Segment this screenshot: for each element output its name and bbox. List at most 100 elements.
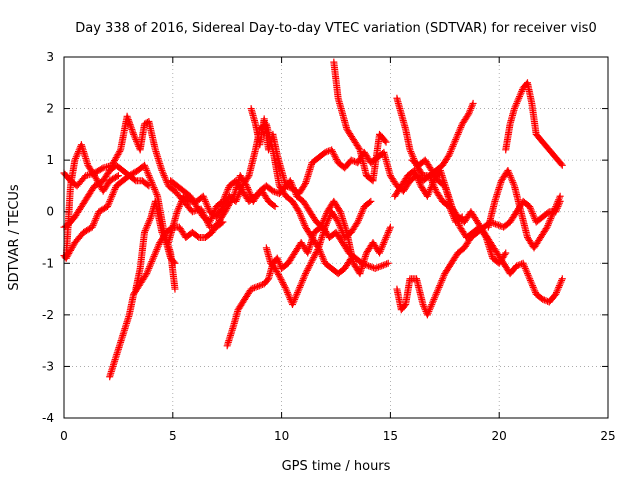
data-point xyxy=(299,275,307,283)
data-point xyxy=(359,206,367,214)
data-point xyxy=(328,146,336,154)
y-axis-label: SDTVAR / TECUs xyxy=(7,184,22,291)
series-sat-c xyxy=(60,141,122,262)
data-point xyxy=(366,198,374,206)
data-point xyxy=(202,199,210,207)
plot-frame xyxy=(63,56,609,419)
data-point xyxy=(104,201,112,209)
data-point xyxy=(527,278,535,286)
data-point xyxy=(425,189,433,197)
data-point xyxy=(313,247,321,255)
data-point xyxy=(360,260,368,268)
data-point xyxy=(542,225,550,233)
series-sat-f xyxy=(132,197,179,293)
data-point xyxy=(220,196,228,204)
data-point xyxy=(269,187,277,195)
x-tick-label: 20 xyxy=(492,429,507,443)
data-point xyxy=(557,278,565,286)
data-point xyxy=(306,260,314,268)
data-point xyxy=(305,263,313,271)
data-point xyxy=(222,191,230,199)
data-point xyxy=(152,247,160,255)
data-point xyxy=(149,254,157,262)
data-point xyxy=(336,221,344,229)
data-point xyxy=(530,213,538,221)
data-point xyxy=(311,250,319,258)
data-point xyxy=(511,103,519,111)
chart-title: Day 338 of 2016, Sidereal Day-to-day VTE… xyxy=(75,21,596,36)
data-point xyxy=(92,215,100,223)
x-tick-labels: 0 5 10 15 20 25 xyxy=(60,429,615,443)
data-point xyxy=(530,285,538,293)
data-point xyxy=(384,228,392,236)
data-point xyxy=(148,178,156,186)
data-point xyxy=(354,218,362,226)
data-point xyxy=(357,211,365,219)
data-point xyxy=(143,166,151,174)
data-point xyxy=(71,156,79,164)
data-point xyxy=(468,101,476,109)
data-point xyxy=(509,178,517,186)
data-point xyxy=(546,216,554,224)
data-point xyxy=(176,201,184,209)
data-point xyxy=(90,220,98,228)
data-point xyxy=(194,232,202,240)
data-point xyxy=(271,203,279,211)
data-point xyxy=(291,189,299,197)
data-point xyxy=(276,274,284,282)
data-point xyxy=(376,249,384,257)
data-point xyxy=(383,230,391,238)
data-point xyxy=(72,153,80,161)
data-point xyxy=(203,201,211,209)
data-point xyxy=(553,289,561,297)
data-point xyxy=(544,221,552,229)
data-point xyxy=(171,285,179,293)
data-point xyxy=(293,290,301,298)
data-point xyxy=(528,208,536,216)
data-point xyxy=(210,208,218,216)
data-point xyxy=(510,180,518,188)
data-point xyxy=(455,127,463,135)
data-point xyxy=(151,185,159,193)
data-point xyxy=(281,283,289,291)
data-point xyxy=(246,189,254,197)
data-point xyxy=(275,271,283,279)
data-point xyxy=(200,194,208,202)
data-point xyxy=(199,192,207,200)
data-point xyxy=(132,136,140,144)
data-point xyxy=(311,252,319,260)
data-point xyxy=(455,220,463,228)
data-point xyxy=(445,151,453,159)
data-point xyxy=(431,292,439,300)
data-point xyxy=(285,292,293,300)
data-point xyxy=(150,184,158,192)
data-point xyxy=(155,240,163,248)
y-tick-label: -3 xyxy=(42,359,54,373)
data-point xyxy=(357,258,365,266)
data-point xyxy=(516,93,524,101)
data-point xyxy=(384,259,392,267)
y-tick-label: 2 xyxy=(46,102,54,116)
data-point xyxy=(171,259,179,267)
data-point xyxy=(204,203,212,211)
data-point xyxy=(558,275,566,283)
data-point xyxy=(105,199,113,207)
data-point xyxy=(278,277,286,285)
data-point xyxy=(178,197,186,205)
data-point xyxy=(550,206,558,214)
data-point xyxy=(544,209,552,217)
data-point xyxy=(447,148,455,156)
data-point xyxy=(332,154,340,162)
data-point xyxy=(106,196,114,204)
data-point xyxy=(310,253,318,261)
data-point xyxy=(211,206,219,214)
data-point xyxy=(504,166,512,174)
data-point xyxy=(292,292,300,300)
data-point xyxy=(295,208,303,216)
data-point xyxy=(334,218,342,226)
data-point xyxy=(247,285,255,293)
data-point xyxy=(252,283,260,291)
data-point xyxy=(416,180,424,188)
data-point xyxy=(304,265,312,273)
data-point xyxy=(159,232,167,240)
